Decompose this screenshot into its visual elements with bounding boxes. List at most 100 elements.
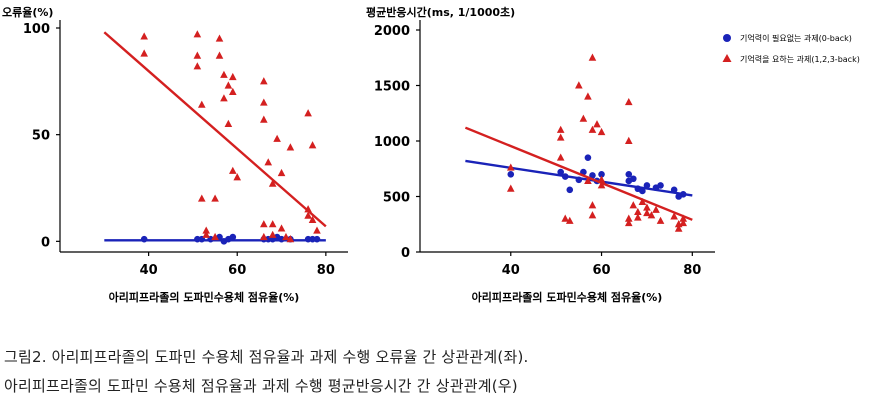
data-point-circle — [625, 171, 633, 178]
data-point-triangle — [193, 51, 202, 59]
data-point-triangle — [229, 166, 237, 174]
data-point-circle — [140, 235, 148, 243]
data-point-triangle — [679, 218, 688, 227]
data-point-triangle — [584, 176, 592, 184]
error-rate-chart: 오류율(%) 0 50 100 40 60 80 아리피프라졸의 도파민수용체 점유율(%… — [2, 6, 348, 304]
data-point-triangle — [260, 220, 268, 228]
data-point-circle — [584, 154, 592, 161]
data-point-circle — [630, 175, 637, 183]
data-point-circle — [557, 168, 564, 176]
data-point-triangle — [506, 163, 515, 171]
trend-line — [103, 31, 327, 228]
data-point-triangle — [588, 211, 597, 219]
data-point-triangle — [286, 143, 295, 151]
data-point-triangle — [638, 197, 647, 206]
data-point-triangle — [286, 235, 295, 243]
y-tick-label: 2000 — [374, 24, 410, 39]
data-point-triangle — [202, 230, 211, 238]
data-point-triangle — [556, 133, 565, 141]
legend-circle-marker — [723, 34, 731, 42]
data-point-triangle — [588, 201, 597, 209]
data-point-triangle — [273, 134, 281, 142]
x-axis-label: 아리피프라졸의 도파민수용체 점유율(%) — [109, 290, 300, 304]
data-point-triangle — [140, 32, 148, 40]
y-tick-label: 0 — [401, 246, 410, 261]
data-point-triangle — [674, 224, 683, 232]
data-point-triangle — [233, 173, 242, 181]
x-tick-label: 80 — [317, 263, 335, 278]
y-tick-label: 1500 — [374, 80, 410, 95]
data-point-triangle — [647, 211, 656, 219]
ticks-layer: 0 500 1000 1500 2000 40 60 80 — [374, 24, 702, 278]
data-point-triangle — [584, 92, 592, 100]
legend: 기억력이 필요없는 과제(0-back) 기억력을 요하는 과제(1,2,3-b… — [722, 33, 860, 64]
ticks-layer: 0 50 100 40 60 80 — [23, 22, 335, 278]
data-point-triangle — [268, 220, 277, 228]
data-point-triangle — [624, 136, 633, 144]
data-point-triangle — [304, 211, 312, 219]
data-point-circle — [643, 182, 651, 189]
x-tick-label: 60 — [592, 263, 610, 278]
data-point-triangle — [624, 214, 633, 222]
data-point-circle — [278, 235, 285, 243]
data-point-triangle — [224, 119, 233, 127]
y-tick-label: 100 — [23, 22, 50, 37]
data-point-triangle — [624, 218, 633, 227]
data-point-triangle — [140, 49, 148, 57]
y-tick-label: 0 — [41, 235, 50, 250]
data-point-triangle — [597, 127, 606, 136]
data-point-triangle — [629, 201, 638, 209]
data-point-circle — [507, 171, 515, 178]
data-point-triangle — [202, 226, 211, 234]
data-point-triangle — [624, 97, 633, 106]
data-point-triangle — [556, 125, 565, 133]
data-point-circle — [575, 176, 583, 184]
data-point-triangle — [304, 205, 312, 213]
data-point-triangle — [679, 214, 688, 222]
data-point-circle — [598, 171, 605, 178]
y-tick-label: 50 — [32, 129, 50, 144]
data-point-circle — [561, 173, 569, 180]
data-point-triangle — [308, 141, 317, 149]
data-point-triangle — [193, 30, 202, 38]
legend-label: 기억력을 요하는 과제(1,2,3-back) — [740, 54, 860, 64]
data-point-triangle — [229, 72, 237, 81]
data-point-triangle — [313, 226, 321, 234]
data-point-triangle — [556, 153, 565, 161]
y-tick-label: 1000 — [374, 135, 410, 150]
data-point-circle — [679, 190, 687, 198]
x-axis-label: 아리피프라졸의 도파민수용체 점유율(%) — [472, 290, 663, 304]
data-point-triangle — [260, 98, 268, 106]
data-point-triangle — [277, 168, 286, 177]
data-point-triangle — [575, 81, 583, 89]
data-point-triangle — [260, 115, 268, 123]
y-tick-label: 500 — [383, 191, 410, 206]
data-point-triangle — [220, 70, 228, 78]
series-layer — [103, 30, 327, 245]
data-point-triangle — [277, 224, 286, 232]
data-point-triangle — [211, 194, 219, 202]
x-tick-label: 40 — [140, 263, 158, 278]
data-point-triangle — [211, 232, 219, 241]
data-point-triangle — [634, 213, 642, 221]
data-point-triangle — [264, 158, 273, 166]
data-point-circle — [589, 172, 596, 179]
data-point-triangle — [304, 109, 312, 117]
data-point-triangle — [588, 125, 597, 133]
data-point-triangle — [565, 216, 574, 224]
data-point-triangle — [561, 214, 570, 222]
data-point-circle — [639, 187, 646, 195]
data-point-triangle — [268, 179, 277, 187]
x-tick-label: 40 — [502, 263, 520, 278]
data-point-triangle — [643, 203, 651, 211]
data-point-triangle — [670, 212, 678, 220]
legend-label: 기억력이 필요없는 과제(0-back) — [740, 33, 852, 43]
data-point-triangle — [593, 120, 601, 128]
data-point-triangle — [215, 34, 224, 42]
data-point-triangle — [656, 216, 665, 224]
trend-line — [464, 126, 693, 221]
data-point-triangle — [282, 232, 290, 241]
chart-title: 평균반응시간(ms, 1/1000초) — [366, 5, 515, 19]
legend-triangle-marker — [722, 54, 732, 62]
x-tick-label: 80 — [683, 263, 701, 278]
